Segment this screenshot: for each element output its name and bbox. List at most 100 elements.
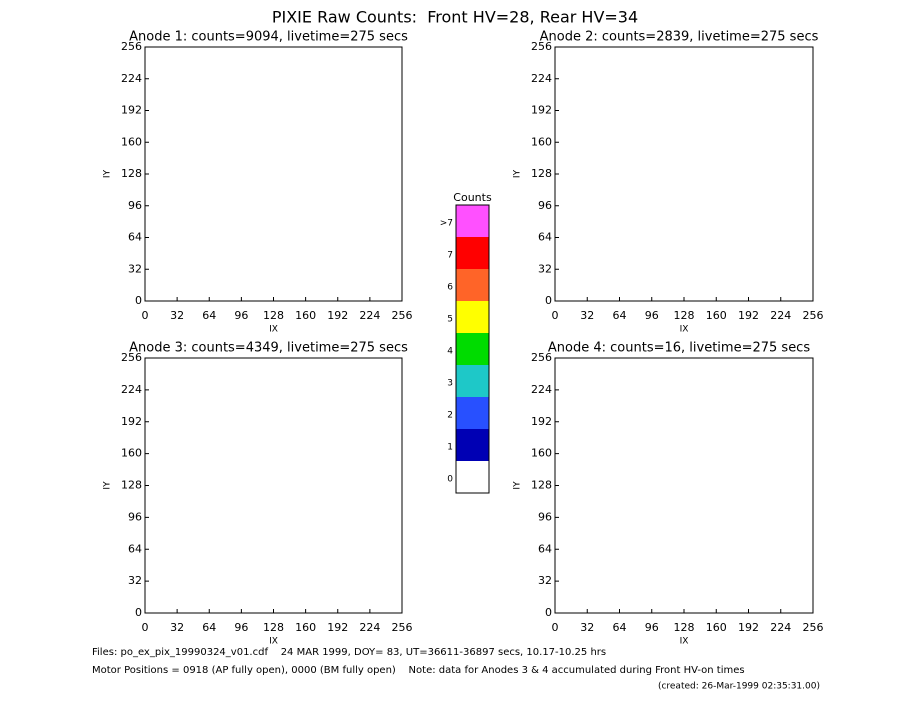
x-tick-label: 96 [234,309,248,322]
colorbar-frame [455,204,490,494]
colorbar-label: 3 [447,379,453,389]
footer-motor: Motor Positions = 0918 (AP fully open), … [92,665,745,676]
y-tick-label: 128 [121,167,142,180]
panel-title: Anode 3: counts=4349, livetime=275 secs [129,341,408,356]
colorbar-swatch [456,429,489,461]
figure-title: PIXIE Raw Counts: Front HV=28, Rear HV=3… [272,8,638,27]
x-tick-label: 192 [738,309,759,322]
y-tick-label: 224 [121,383,142,396]
x-tick-label: 224 [359,621,380,634]
x-axis-label: IX [269,325,278,335]
x-tick-label: 96 [645,309,659,322]
panel-title: Anode 2: counts=2839, livetime=275 secs [540,30,819,45]
y-tick-label: 96 [538,199,552,212]
x-tick-label: 192 [327,309,348,322]
x-tick-label: 64 [613,309,627,322]
x-tick-label: 96 [645,621,659,634]
x-tick-label: 224 [770,309,791,322]
y-tick-label: 64 [538,231,552,244]
colorbar-label: >7 [440,219,453,229]
colorbar-label: 1 [447,443,453,453]
x-tick-label: 256 [803,621,824,634]
y-tick-label: 160 [531,135,552,148]
colorbar-swatch [456,461,489,493]
y-tick-label: 32 [538,574,552,587]
y-tick-label: 64 [128,231,142,244]
y-tick-label: 0 [135,294,142,307]
plot-frame [554,357,814,614]
x-tick-label: 32 [170,309,184,322]
y-axis-label: IY [513,481,523,490]
y-tick-label: 128 [531,479,552,492]
panel-title: Anode 4: counts=16, livetime=275 secs [548,341,810,356]
colorbar-label: 4 [447,347,453,357]
colorbar-label: 6 [447,283,453,293]
x-tick-label: 256 [392,621,413,634]
x-tick-label: 0 [142,309,149,322]
y-tick-label: 160 [531,447,552,460]
colorbar-swatch [456,205,489,237]
x-tick-label: 192 [738,621,759,634]
y-tick-label: 32 [128,262,142,275]
y-tick-label: 96 [128,199,142,212]
y-tick-label: 160 [121,447,142,460]
y-axis-label: IY [103,169,113,178]
x-tick-label: 128 [263,621,284,634]
plot-frame [144,357,403,614]
x-tick-label: 64 [202,621,216,634]
y-tick-label: 128 [531,167,552,180]
x-axis-label: IX [680,325,689,335]
y-tick-label: 0 [545,294,552,307]
y-tick-label: 224 [531,72,552,85]
y-tick-label: 128 [121,479,142,492]
colorbar-title: Counts [453,191,492,204]
y-tick-label: 256 [531,40,552,53]
y-tick-label: 0 [135,606,142,619]
x-tick-label: 128 [674,309,695,322]
y-axis-label: IY [513,169,523,178]
footer-files: Files: po_ex_pix_19990324_v01.cdf 24 MAR… [92,647,606,658]
y-tick-label: 192 [121,104,142,117]
x-axis-label: IX [680,637,689,647]
y-tick-label: 96 [128,510,142,523]
y-axis-label: IY [103,481,113,490]
y-tick-label: 64 [538,542,552,555]
x-axis-label: IX [269,637,278,647]
x-tick-label: 224 [770,621,791,634]
y-tick-label: 160 [121,135,142,148]
x-tick-label: 128 [263,309,284,322]
x-tick-label: 32 [580,621,594,634]
x-tick-label: 32 [170,621,184,634]
y-tick-label: 192 [121,415,142,428]
y-tick-label: 256 [531,351,552,364]
x-tick-label: 256 [803,309,824,322]
footer-created: (created: 26-Mar-1999 02:35:31.00) [658,682,820,692]
colorbar-label: 5 [447,315,453,325]
y-tick-label: 192 [531,104,552,117]
y-tick-label: 32 [538,262,552,275]
y-tick-label: 0 [545,606,552,619]
colorbar-swatch [456,237,489,269]
y-tick-label: 256 [121,351,142,364]
colorbar-swatch [456,333,489,365]
x-tick-label: 160 [706,309,727,322]
y-tick-label: 224 [121,72,142,85]
x-tick-label: 128 [674,621,695,634]
y-tick-label: 64 [128,542,142,555]
x-tick-label: 0 [552,309,559,322]
x-tick-label: 256 [392,309,413,322]
x-tick-label: 0 [552,621,559,634]
colorbar-swatch [456,269,489,301]
y-tick-label: 192 [531,415,552,428]
x-tick-label: 96 [234,621,248,634]
x-tick-label: 64 [202,309,216,322]
colorbar-swatch [456,397,489,429]
colorbar-label: 7 [447,251,453,261]
colorbar-label: 2 [447,411,453,421]
colorbar-swatch [456,365,489,397]
y-tick-label: 224 [531,383,552,396]
y-tick-label: 256 [121,40,142,53]
x-tick-label: 64 [613,621,627,634]
